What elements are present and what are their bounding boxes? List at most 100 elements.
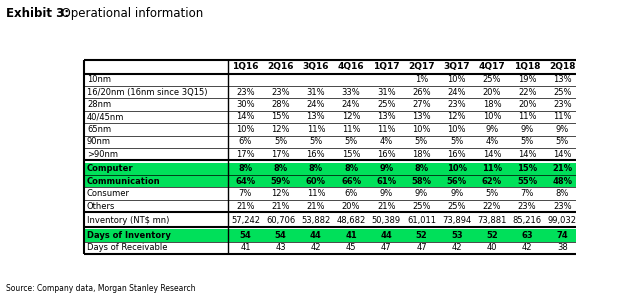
Text: 6%: 6% xyxy=(344,189,358,198)
Text: 11%: 11% xyxy=(307,189,325,198)
Text: Consumer: Consumer xyxy=(87,189,130,198)
Text: 8%: 8% xyxy=(308,164,323,173)
Bar xyxy=(84,200,580,212)
Text: 43: 43 xyxy=(275,243,286,252)
Text: 8%: 8% xyxy=(344,164,358,173)
Text: 14%: 14% xyxy=(236,112,255,122)
Text: 38: 38 xyxy=(557,243,568,252)
Text: 16%: 16% xyxy=(307,150,325,159)
Text: 27%: 27% xyxy=(412,100,431,109)
Bar xyxy=(84,215,580,227)
Text: Others: Others xyxy=(87,201,115,210)
Text: 4%: 4% xyxy=(380,137,393,146)
Text: 9%: 9% xyxy=(450,189,463,198)
Text: 4Q16: 4Q16 xyxy=(338,62,364,71)
Text: 16/20nm (16nm since 3Q15): 16/20nm (16nm since 3Q15) xyxy=(87,88,207,97)
Text: 11%: 11% xyxy=(482,164,502,173)
Text: Days of Receivable: Days of Receivable xyxy=(87,243,168,252)
Text: 64%: 64% xyxy=(236,177,255,186)
Text: Source: Company data, Morgan Stanley Research: Source: Company data, Morgan Stanley Res… xyxy=(6,284,196,293)
Text: 9%: 9% xyxy=(556,125,569,134)
Text: 4%: 4% xyxy=(485,137,499,146)
Text: 3Q16: 3Q16 xyxy=(303,62,329,71)
Text: 31%: 31% xyxy=(377,88,396,97)
Text: 40: 40 xyxy=(486,243,497,252)
Text: 63: 63 xyxy=(522,231,533,240)
Text: 16%: 16% xyxy=(447,150,466,159)
Bar xyxy=(84,242,580,254)
Text: 8%: 8% xyxy=(556,189,569,198)
Text: 59%: 59% xyxy=(271,177,291,186)
Text: 42: 42 xyxy=(522,243,532,252)
Text: 1%: 1% xyxy=(415,75,428,84)
Text: 12%: 12% xyxy=(342,112,360,122)
Text: 25%: 25% xyxy=(412,201,431,210)
Bar xyxy=(84,86,580,98)
Text: 1Q18: 1Q18 xyxy=(514,62,540,71)
Text: 22%: 22% xyxy=(483,201,501,210)
Text: 22%: 22% xyxy=(518,88,536,97)
Text: 10%: 10% xyxy=(483,112,501,122)
Text: 25%: 25% xyxy=(377,100,396,109)
Text: 28%: 28% xyxy=(271,100,290,109)
Text: 13%: 13% xyxy=(377,112,396,122)
Text: 90nm: 90nm xyxy=(87,137,111,146)
Text: 11%: 11% xyxy=(377,125,396,134)
Text: 8%: 8% xyxy=(273,164,288,173)
Text: 5%: 5% xyxy=(520,137,534,146)
Text: 23%: 23% xyxy=(518,201,536,210)
Text: 20%: 20% xyxy=(518,100,536,109)
Text: 12%: 12% xyxy=(271,189,290,198)
Text: 5%: 5% xyxy=(415,137,428,146)
Text: 26%: 26% xyxy=(412,88,431,97)
Text: 53,882: 53,882 xyxy=(301,216,330,225)
Text: 55%: 55% xyxy=(517,177,537,186)
Text: 21%: 21% xyxy=(271,201,290,210)
Text: 10%: 10% xyxy=(447,75,466,84)
Text: 1Q16: 1Q16 xyxy=(232,62,259,71)
Text: 9%: 9% xyxy=(485,125,499,134)
Text: 9%: 9% xyxy=(415,189,428,198)
Text: 10%: 10% xyxy=(412,125,431,134)
Text: 11%: 11% xyxy=(307,125,325,134)
Bar xyxy=(84,229,580,242)
Text: 73,881: 73,881 xyxy=(477,216,507,225)
Text: 21%: 21% xyxy=(552,164,572,173)
Text: Computer: Computer xyxy=(87,164,134,173)
Text: Days of Inventory: Days of Inventory xyxy=(87,231,171,240)
Text: 42: 42 xyxy=(310,243,321,252)
Bar xyxy=(84,111,580,123)
Text: 47: 47 xyxy=(381,243,392,252)
Text: 21%: 21% xyxy=(377,201,396,210)
Text: Operational information: Operational information xyxy=(54,7,204,21)
Text: 8%: 8% xyxy=(415,164,429,173)
Text: 3Q17: 3Q17 xyxy=(444,62,470,71)
Text: 9%: 9% xyxy=(380,164,394,173)
Bar xyxy=(84,60,580,74)
Text: 24%: 24% xyxy=(447,88,466,97)
Text: 24%: 24% xyxy=(342,100,360,109)
Text: 10%: 10% xyxy=(447,164,467,173)
Text: 33%: 33% xyxy=(342,88,360,97)
Text: 40/45nm: 40/45nm xyxy=(87,112,124,122)
Bar xyxy=(84,123,580,136)
Text: 44: 44 xyxy=(380,231,392,240)
Text: 54: 54 xyxy=(239,231,252,240)
Text: 2Q16: 2Q16 xyxy=(268,62,294,71)
Text: 11%: 11% xyxy=(518,112,536,122)
Text: 1Q17: 1Q17 xyxy=(373,62,399,71)
Text: 50,389: 50,389 xyxy=(372,216,401,225)
Text: 10%: 10% xyxy=(236,125,255,134)
Bar xyxy=(84,175,580,187)
Text: 41: 41 xyxy=(240,243,251,252)
Text: 20%: 20% xyxy=(342,201,360,210)
Text: 21%: 21% xyxy=(307,201,325,210)
Text: 21%: 21% xyxy=(236,201,255,210)
Text: 61%: 61% xyxy=(376,177,396,186)
Text: 65nm: 65nm xyxy=(87,125,111,134)
Text: 60,706: 60,706 xyxy=(266,216,295,225)
Text: >90nm: >90nm xyxy=(87,150,118,159)
Text: 23%: 23% xyxy=(447,100,466,109)
Text: 2Q17: 2Q17 xyxy=(408,62,435,71)
Bar xyxy=(84,187,580,200)
